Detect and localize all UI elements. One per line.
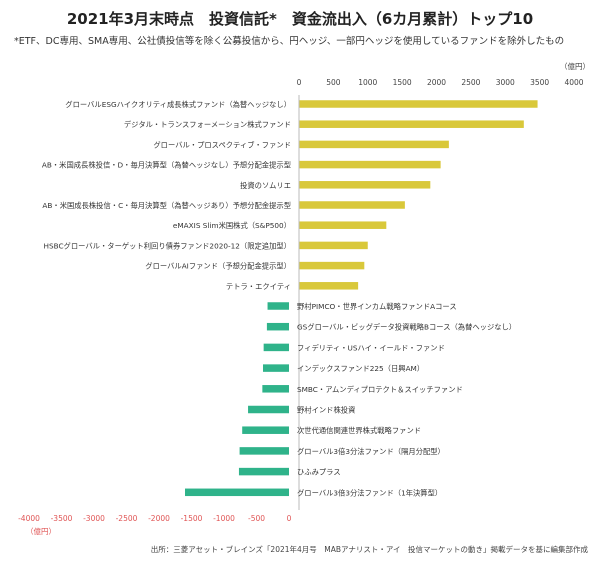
inflow-category-label: AB・米国成長株投信・C・毎月決算型（為替ヘッジあり）予想分配金提示型	[42, 201, 291, 210]
outflow-category-label: グローバル3倍3分法ファンド（隔月分配型）	[297, 447, 445, 456]
top-axis-unit-label: （億円）	[560, 61, 590, 71]
outflow-bar	[242, 426, 289, 434]
inflow-bar	[299, 201, 405, 209]
top-axis-tick-label: 1000	[358, 78, 377, 87]
outflow-category-label: 野村PIMCO・世界インカム戦略ファンドAコース	[297, 302, 457, 311]
outflow-category-label: SMBC・アムンディプロテクト＆スイッチファンド	[297, 385, 463, 394]
bottom-axis-tick-label: -1000	[213, 514, 235, 523]
bottom-axis-tick-label: 0	[287, 514, 292, 523]
top-axis-tick-label: 2500	[461, 78, 480, 87]
inflow-category-label: AB・米国成長株投信・D・毎月決算型（為替ヘッジなし）予想分配金提示型	[42, 161, 291, 170]
chart-title: 2021年3月末時点 投資信託* 資金流出入（6カ月累計）トップ10	[66, 10, 534, 28]
bottom-axis-tick-label: -1500	[181, 514, 203, 523]
outflow-category-label: GSグローバル・ビッグデータ投資戦略Bコース（為替ヘッジなし）	[297, 323, 516, 332]
bottom-axis-tick-label: -500	[248, 514, 265, 523]
outflow-bar	[266, 322, 289, 331]
outflow-bar	[267, 302, 289, 310]
inflow-category-label: グローバルAIファンド（予想分配金提示型）	[145, 262, 291, 271]
inflow-category-label: グローバル・プロスペクティブ・ファンド	[153, 140, 291, 149]
outflow-bar	[263, 364, 289, 372]
outflow-bar	[263, 343, 289, 352]
outflow-bar	[238, 467, 289, 476]
inflow-category-label: 投資のソムリエ	[240, 181, 291, 190]
outflow-category-label: グローバル3倍3分法ファンド（1年決算型）	[297, 488, 442, 497]
top-axis-tick-label: 500	[326, 78, 341, 87]
bottom-axis-tick-label: -3000	[83, 514, 105, 523]
source-note: 出所：三菱アセット・ブレインズ「2021年4月号 MABアナリスト・アイ 投信マ…	[150, 545, 588, 554]
outflow-category-label: ひふみプラス	[297, 468, 341, 477]
inflow-bar	[299, 282, 359, 290]
inflow-category-label: eMAXIS Slim米国株式（S&P500）	[173, 221, 291, 230]
top-axis-tick-label: 1500	[393, 78, 412, 87]
inflow-category-label: テトラ・エクイティ	[226, 282, 291, 291]
top-axis-tick-label: 2000	[427, 78, 446, 87]
outflow-category-label: 次世代通信関連世界株式戦略ファンド	[297, 426, 421, 435]
bottom-axis-tick-label: -4000	[18, 514, 40, 523]
outflow-bar	[185, 488, 289, 497]
inflow-category-label: HSBCグローバル・ターゲット利回り債券ファンド2020-12（限定追加型）	[43, 241, 291, 250]
inflow-category-label: デジタル・トランスフォーメーション株式ファンド	[124, 120, 291, 129]
inflow-bar	[299, 100, 538, 108]
inflow-bar	[299, 181, 431, 189]
outflow-category-label: インデックスファンド225（日興AM）	[297, 364, 424, 373]
inflow-category-label: グローバルESGハイクオリティ成長株式ファンド（為替ヘッジなし）	[65, 100, 291, 109]
outflow-bar	[239, 447, 289, 455]
outflow-category-label: 野村インド株投資	[297, 406, 355, 415]
outflow-bar	[248, 405, 289, 414]
inflow-bar	[299, 221, 387, 229]
top-axis-tick-label: 4000	[564, 78, 583, 87]
inflow-bar	[299, 261, 365, 270]
inflow-bar	[299, 140, 449, 149]
outflow-bar	[262, 385, 289, 393]
outflow-category-label: フィデリティ・USハイ・イールド・ファンド	[297, 343, 445, 352]
top-axis-tick-label: 3500	[530, 78, 549, 87]
top-axis-tick-label: 3000	[496, 78, 515, 87]
bottom-axis-tick-label: -2000	[148, 514, 170, 523]
inflow-bar	[299, 120, 524, 128]
top-axis-tick-label: 0	[297, 78, 302, 87]
inflow-bar	[299, 241, 368, 250]
chart-subtitle: *ETF、DC専用、SMA専用、公社債投信等を除く公募投信から、円ヘッジ、一部円…	[14, 36, 565, 47]
bottom-axis-unit-label: （億円）	[26, 526, 56, 536]
bottom-axis-tick-label: -3500	[51, 514, 73, 523]
inflow-bar	[299, 160, 441, 169]
bottom-axis-tick-label: -2500	[116, 514, 138, 523]
